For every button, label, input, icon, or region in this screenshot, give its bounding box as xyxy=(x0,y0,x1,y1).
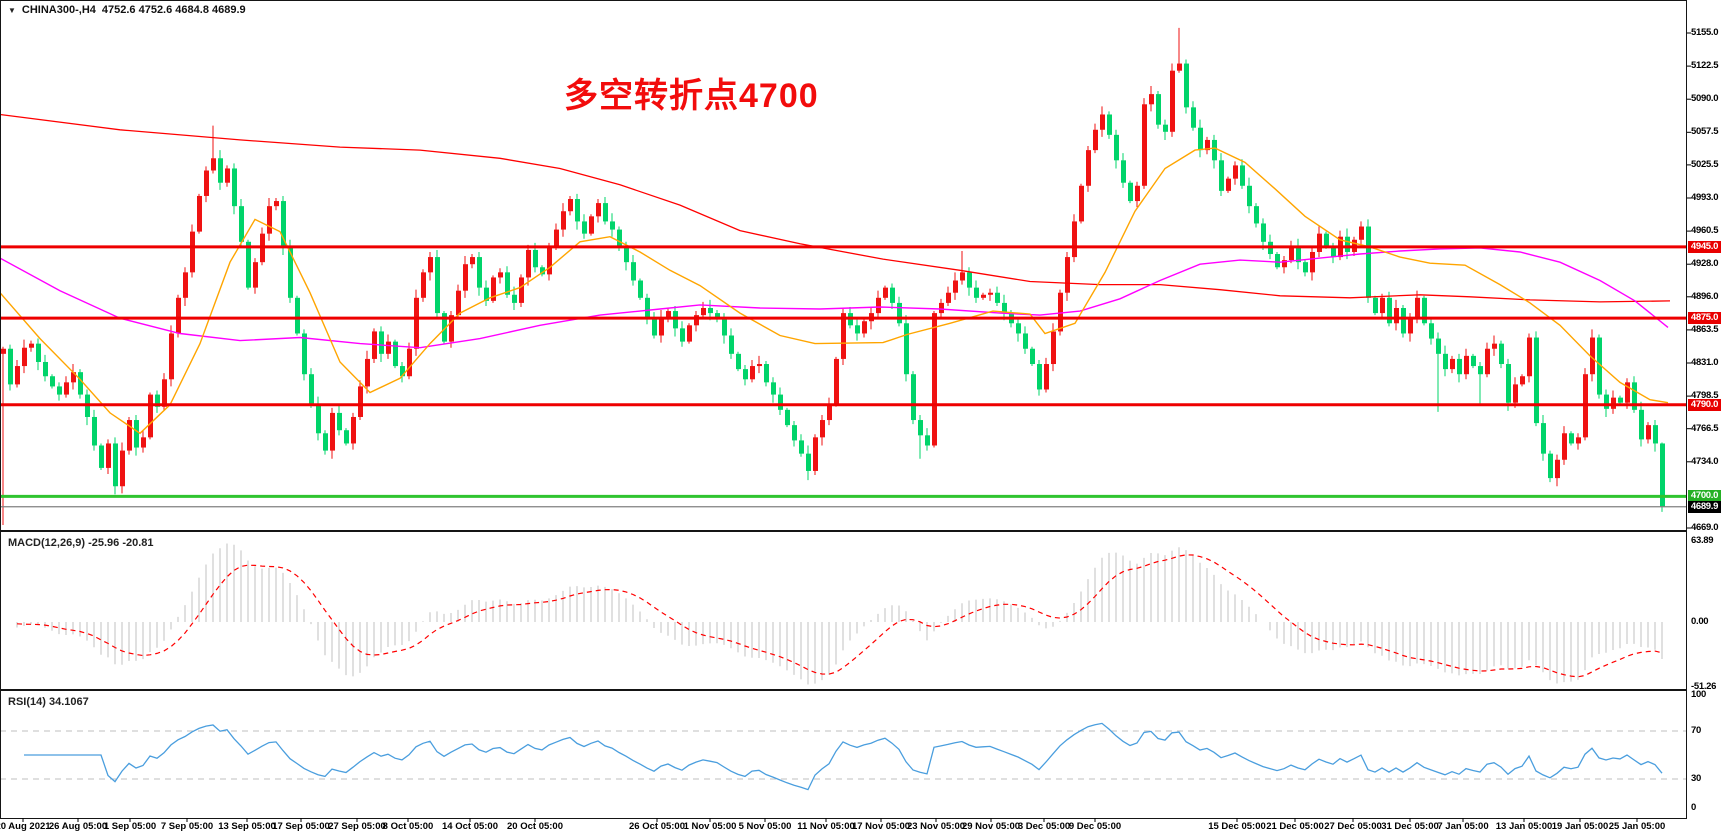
price-tick-label: 4863.5 xyxy=(1691,323,1719,335)
time-tick-label: 13 Jan 05:00 xyxy=(1495,821,1553,832)
price-tick-label: 4928.0 xyxy=(1691,258,1719,270)
symbol-header: ▼ CHINA300-,H4 4752.6 4752.6 4684.8 4689… xyxy=(8,4,246,16)
chart-annotation-text: 多空转折点4700 xyxy=(564,77,819,115)
current-price-label: 4689.9 xyxy=(1688,500,1721,513)
time-tick-label: 1 Sep 05:00 xyxy=(103,821,157,832)
time-tick-label: 29 Nov 05:00 xyxy=(961,821,1021,832)
price-tick-label: 4896.0 xyxy=(1691,290,1719,302)
price-tick-label: 4734.0 xyxy=(1691,455,1719,467)
time-tick-label: 13 Sep 05:00 xyxy=(218,821,276,832)
macd-axis-label: 63.89 xyxy=(1691,535,1714,546)
ma-line xyxy=(0,247,1669,349)
price-tick-label: 4993.0 xyxy=(1691,192,1719,203)
macd-indicator-title: MACD(12,26,9) -25.96 -20.81 xyxy=(8,537,154,549)
time-tick-label: 19 Jan 05:00 xyxy=(1551,821,1609,832)
time-tick-label: 1 Nov 05:00 xyxy=(683,821,737,832)
time-tick-label: 20 Oct 05:00 xyxy=(507,821,563,832)
price-tick-label: 5090.0 xyxy=(1691,93,1719,105)
symbol-name: CHINA300-,H4 xyxy=(21,4,96,16)
time-tick-label: 11 Nov 05:00 xyxy=(797,821,855,832)
price-tick-label: 4798.5 xyxy=(1691,390,1719,402)
time-tick-label: 25 Jan 05:00 xyxy=(1608,821,1666,832)
time-tick-label: 9 Dec 05:00 xyxy=(1068,821,1122,832)
rsi-axis-label: 100 xyxy=(1691,689,1706,700)
price-tick-label: 5057.5 xyxy=(1691,126,1719,138)
rsi-indicator-title: RSI(14) 34.1067 xyxy=(8,696,89,708)
time-tick-label: 26 Oct 05:00 xyxy=(629,821,685,832)
time-tick-label: 20 Aug 2021 xyxy=(0,821,51,832)
level-price-label: 4875.0 xyxy=(1688,312,1721,325)
time-tick-label: 3 Dec 05:00 xyxy=(1017,821,1071,832)
time-tick-label: 31 Dec 05:00 xyxy=(1381,821,1439,832)
symbol-dropdown-icon[interactable]: ▼ xyxy=(8,5,16,15)
time-tick-label: 27 Dec 05:00 xyxy=(1324,821,1382,832)
level-price-label: 4700.0 xyxy=(1688,490,1721,503)
time-tick-label: 27 Sep 05:00 xyxy=(328,821,386,832)
time-tick-label: 21 Dec 05:00 xyxy=(1266,821,1324,832)
time-tick-label: 7 Jan 05:00 xyxy=(1437,821,1489,832)
price-tick-label: 4669.0 xyxy=(1691,522,1719,533)
price-tick-label: 5155.0 xyxy=(1691,27,1719,38)
time-tick-label: 14 Oct 05:00 xyxy=(442,821,498,832)
price-tick-label: 4960.5 xyxy=(1691,225,1719,237)
time-tick-label: 17 Sep 05:00 xyxy=(272,821,330,832)
symbol-ohlc-readout: 4752.6 4752.6 4684.8 4689.9 xyxy=(101,4,246,16)
time-tick-label: 17 Nov 05:00 xyxy=(851,821,911,832)
rsi-axis-label: 70 xyxy=(1691,725,1701,736)
macd-axis-label: 0.00 xyxy=(1691,616,1709,627)
price-tick-label: 4831.0 xyxy=(1691,357,1719,368)
time-tick-label: 5 Nov 05:00 xyxy=(738,821,792,832)
ma-line xyxy=(0,113,1671,303)
rsi-axis-label: 30 xyxy=(1691,773,1701,784)
level-price-label: 4945.0 xyxy=(1688,240,1721,253)
price-tick-label: 4766.5 xyxy=(1691,422,1719,434)
time-tick-label: 23 Nov 05:00 xyxy=(906,821,966,832)
price-tick-label: 5122.5 xyxy=(1691,60,1719,72)
time-tick-label: 7 Sep 05:00 xyxy=(160,821,214,832)
level-price-label: 4790.0 xyxy=(1688,398,1721,411)
time-tick-label: 8 Oct 05:00 xyxy=(382,821,434,832)
ma-line xyxy=(0,147,1669,435)
price-tick-label: 5025.5 xyxy=(1691,158,1719,170)
time-tick-label: 15 Dec 05:00 xyxy=(1208,821,1266,832)
rsi-axis-label: 0 xyxy=(1691,802,1696,813)
time-tick-label: 26 Aug 05:00 xyxy=(48,821,108,832)
macd-axis-label: -51.26 xyxy=(1691,680,1717,692)
